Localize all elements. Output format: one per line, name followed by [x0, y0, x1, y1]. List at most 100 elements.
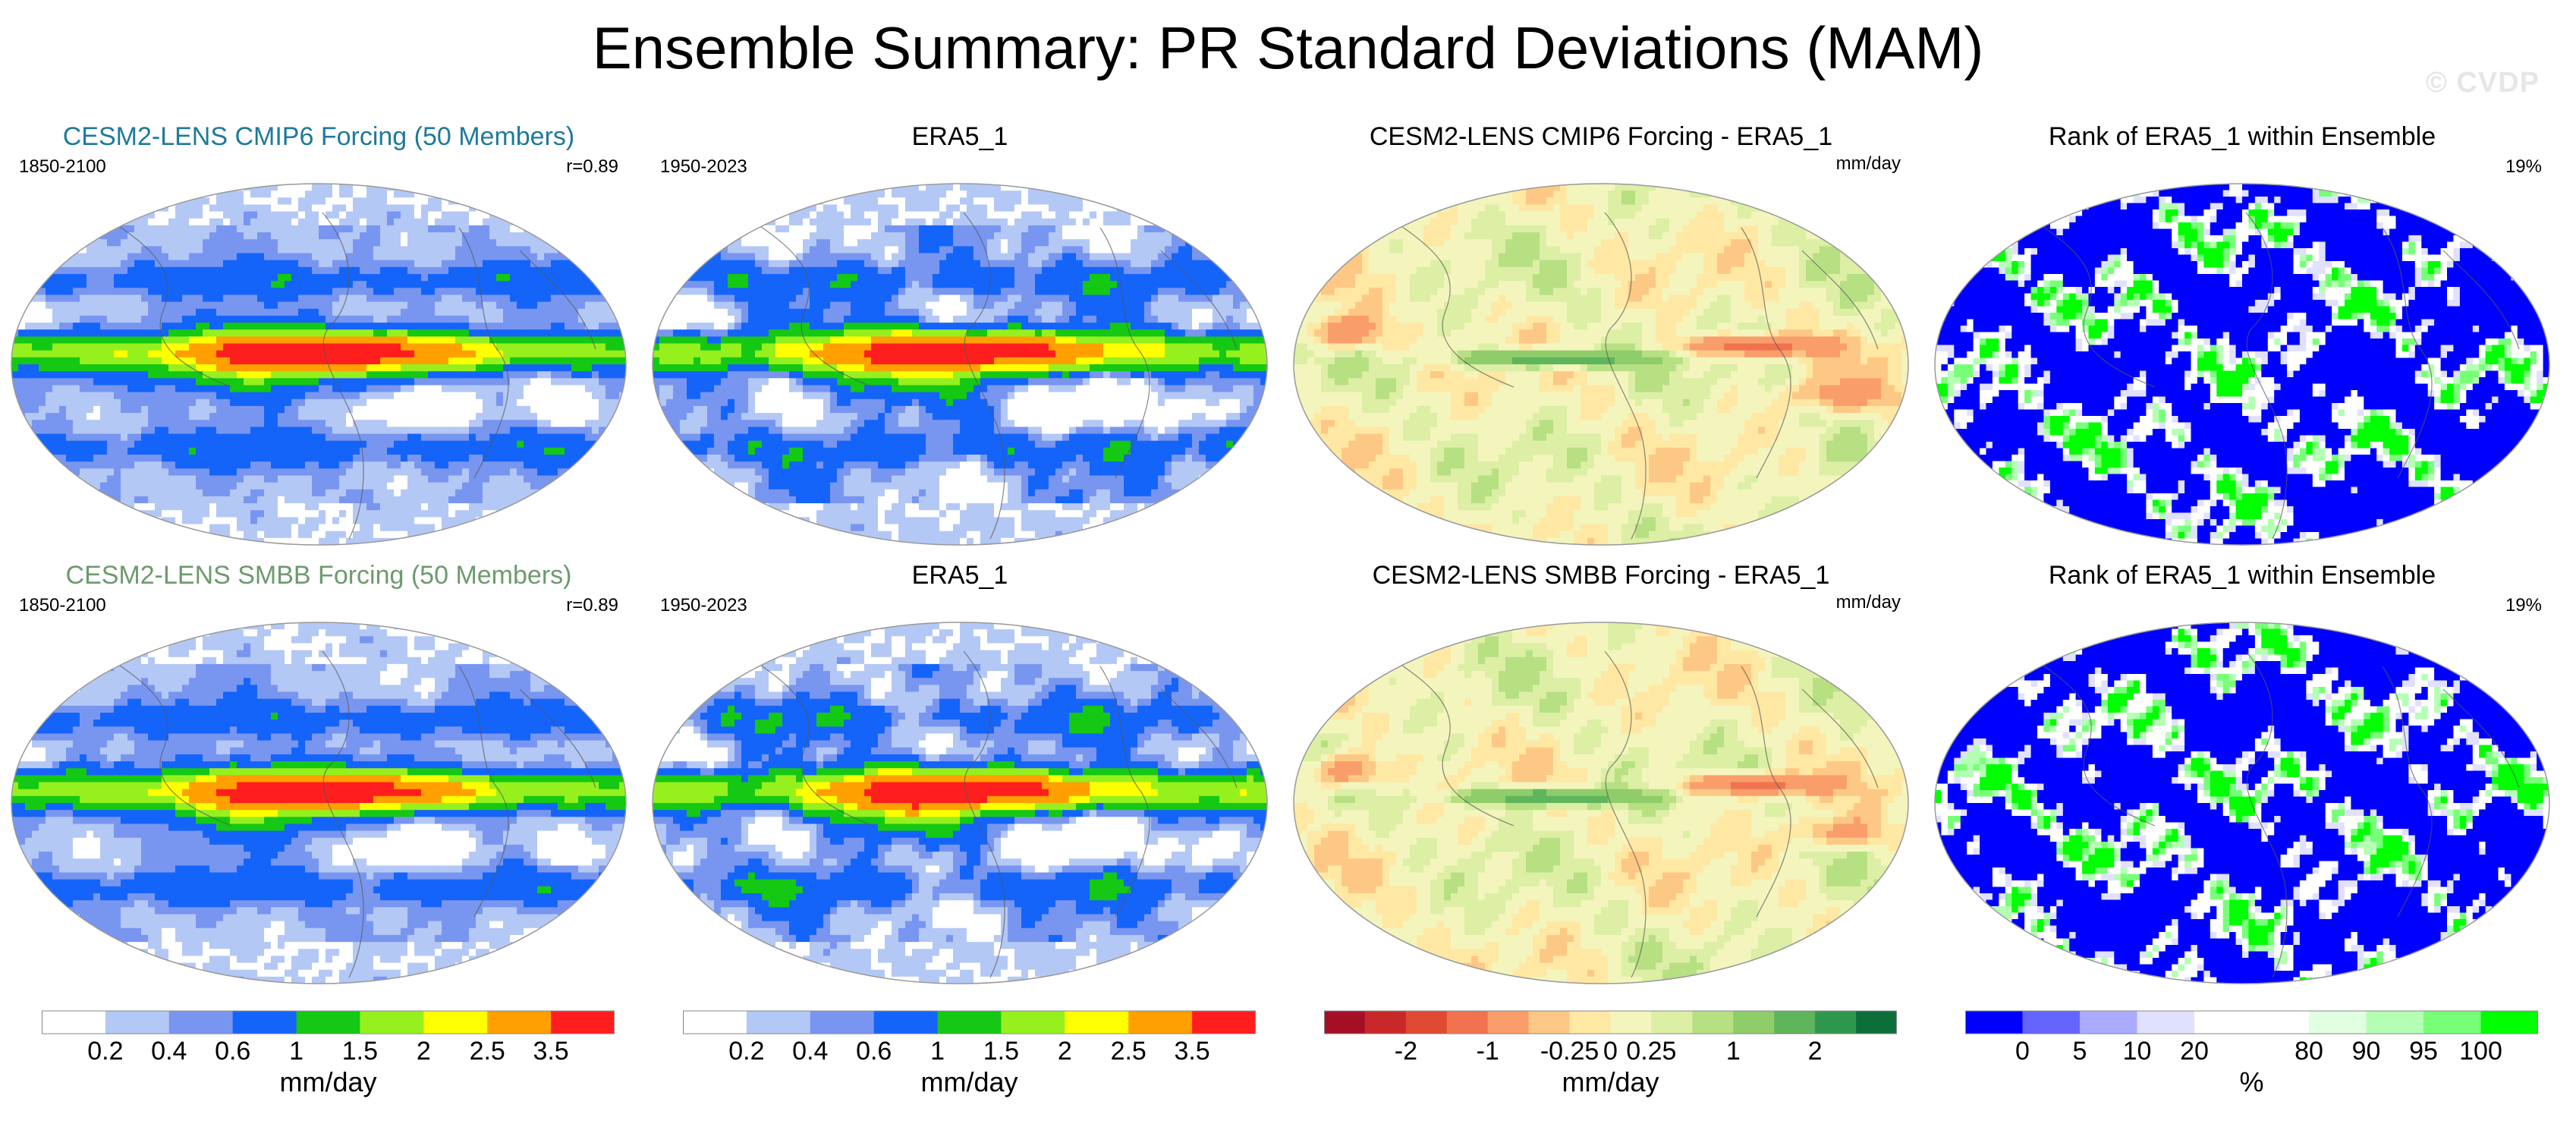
colorbar-swatch	[1487, 1011, 1530, 1034]
map-plot	[11, 622, 627, 984]
colorbar-swatch	[1364, 1011, 1407, 1034]
colorbar-unit: %	[1965, 1067, 2538, 1097]
colorbar-svg: 0.2 0.4 0.6 1 1.5 2 2.5 3.5	[42, 1010, 615, 1066]
colorbar-swatch	[105, 1011, 170, 1034]
colorbar-swatch	[551, 1011, 615, 1034]
colorbar-unit: mm/day	[683, 1067, 1256, 1097]
colorbar-swatch	[487, 1011, 552, 1034]
colorbar-swatch	[168, 1011, 234, 1034]
period-label: 1950-2023	[660, 156, 747, 178]
map-plot	[1934, 183, 2550, 546]
colorbar-std-2: 0.2 0.4 0.6 1 1.5 2 2.5 3.5 mm/day	[683, 1009, 1256, 1101]
colorbar-unit: mm/day	[1324, 1067, 1897, 1097]
panel-smbb-minus-era5: CESM2-LENS SMBB Forcing - ERA5_1 mm/day	[1286, 560, 1916, 985]
main-title: Ensemble Summary: PR Standard Deviations…	[0, 14, 2576, 82]
colorbar-tick-label: 2	[417, 1037, 431, 1066]
colorbar-tick-label: 95	[2409, 1037, 2438, 1066]
colorbar-tick-label: 3.5	[1174, 1037, 1209, 1066]
colorbar-swatch	[1192, 1011, 1256, 1034]
colorbar-tick-label: 0.6	[856, 1037, 892, 1066]
map-plot	[1293, 183, 1909, 546]
units-label: mm/day	[1836, 592, 1901, 613]
colorbar-swatch	[1774, 1011, 1816, 1034]
panel-title: ERA5_1	[645, 121, 1275, 152]
colorbar-swatch	[2309, 1011, 2367, 1034]
panel-title: CESM2-LENS CMIP6 Forcing - ERA5_1	[1286, 121, 1916, 152]
colorbar-swatch	[1446, 1011, 1489, 1034]
colorbar-tick-label: 1	[289, 1037, 304, 1066]
colorbar-tick-label: 2	[1808, 1037, 1823, 1066]
colorbar-tick-label: -2	[1395, 1037, 1417, 1066]
colorbar-frame	[42, 1010, 615, 1034]
panel-era5-std-bottom: ERA5_1 1950-2023	[645, 560, 1275, 985]
colorbar-rank: 0 5 10 20 80 90 95 100 %	[1965, 1009, 2538, 1101]
colorbar-unit: mm/day	[42, 1067, 615, 1097]
rank-percent-label: 19%	[2505, 595, 2542, 616]
colorbar-tick-label: 1	[930, 1037, 945, 1066]
colorbar-tick-label: 100	[2459, 1037, 2502, 1066]
colorbar-swatch	[2022, 1011, 2081, 1034]
colorbar-swatch	[2366, 1011, 2424, 1034]
colorbar-frame	[1324, 1010, 1897, 1034]
panel-title: Rank of ERA5_1 within Ensemble	[1927, 560, 2557, 590]
map-plot	[652, 183, 1268, 546]
colorbar-swatch	[873, 1011, 939, 1034]
colorbar-swatch	[746, 1011, 811, 1034]
colorbar-swatch	[1651, 1011, 1693, 1034]
panel-rank-smbb: Rank of ERA5_1 within Ensemble 19%	[1927, 560, 2557, 985]
colorbar-swatch	[937, 1011, 1002, 1034]
colorbar-tick-label: 2	[1058, 1037, 1072, 1066]
colorbar-tick-label: 10	[2123, 1037, 2152, 1066]
colorbar-tick-label: 0	[2015, 1037, 2030, 1066]
colorbar-swatch	[1569, 1011, 1611, 1034]
colorbar-tick-label: 0.25	[1626, 1037, 1676, 1066]
panel-cesm2-cmip6-std: CESM2-LENS CMIP6 Forcing (50 Members) 18…	[4, 121, 634, 546]
period-label: 1850-2100	[19, 595, 106, 616]
panel-title: CESM2-LENS SMBB Forcing (50 Members)	[4, 560, 634, 590]
colorbar-swatch	[1856, 1011, 1897, 1034]
colorbar-swatch	[2137, 1011, 2195, 1034]
colorbar-swatch	[232, 1011, 297, 1034]
colorbar-tick-label: 0.4	[151, 1037, 187, 1066]
panel-cmip6-minus-era5: CESM2-LENS CMIP6 Forcing - ERA5_1 mm/day	[1286, 121, 1916, 546]
map-plot	[652, 622, 1268, 984]
map-plot	[1293, 622, 1909, 984]
colorbar-tick-label: 0.4	[792, 1037, 828, 1066]
colorbar-swatch	[1610, 1011, 1652, 1034]
colorbar-swatch	[2080, 1011, 2137, 1034]
panel-title: CESM2-LENS SMBB Forcing - ERA5_1	[1286, 560, 1916, 590]
colorbar-std-1: 0.2 0.4 0.6 1 1.5 2 2.5 3.5 mm/day	[42, 1009, 615, 1101]
colorbar-swatch	[1324, 1011, 1366, 1034]
colorbar-swatch	[2423, 1011, 2481, 1034]
colorbar-frame	[1965, 1010, 2538, 1034]
colorbar-tick-label: 1.5	[342, 1037, 378, 1066]
colorbar-tick-label: 2.5	[1111, 1037, 1146, 1066]
map-plot	[11, 183, 627, 546]
colorbar-svg: -2 -1 -0.25 0 0.25 1 2	[1324, 1010, 1897, 1066]
panel-title: CESM2-LENS CMIP6 Forcing (50 Members)	[4, 121, 634, 152]
colorbar-swatch	[1815, 1011, 1857, 1034]
colorbar-frame	[683, 1010, 1256, 1034]
pattern-correlation-label: r=0.89	[566, 595, 618, 616]
period-label: 1850-2100	[19, 156, 106, 178]
colorbar-swatch	[1965, 1011, 2023, 1034]
colorbar-tick-label: 0.2	[728, 1037, 764, 1066]
colorbar-swatch	[1065, 1011, 1129, 1034]
panel-title: Rank of ERA5_1 within Ensemble	[1927, 121, 2557, 152]
colorbar-tick-label: 90	[2352, 1037, 2381, 1066]
colorbar-tick-label: 80	[2294, 1037, 2323, 1066]
colorbar-tick-label: -1	[1477, 1037, 1499, 1066]
panel-rank-cmip6: Rank of ERA5_1 within Ensemble 19%	[1927, 121, 2557, 546]
colorbar-swatch	[1128, 1011, 1193, 1034]
colorbar-swatch	[296, 1011, 360, 1034]
cvdp-watermark: © CVDP	[2426, 67, 2540, 99]
colorbar-swatch	[423, 1011, 488, 1034]
colorbar-tick-label: 0.2	[87, 1037, 123, 1066]
period-label: 1950-2023	[660, 595, 747, 616]
panel-title: ERA5_1	[645, 560, 1275, 590]
colorbar-swatch	[1733, 1011, 1775, 1034]
colorbar-swatch	[42, 1011, 106, 1034]
colorbar-swatch	[2251, 1011, 2310, 1034]
colorbar-tick-label: 5	[2073, 1037, 2087, 1066]
colorbar-svg: 0.2 0.4 0.6 1 1.5 2 2.5 3.5	[683, 1010, 1256, 1066]
